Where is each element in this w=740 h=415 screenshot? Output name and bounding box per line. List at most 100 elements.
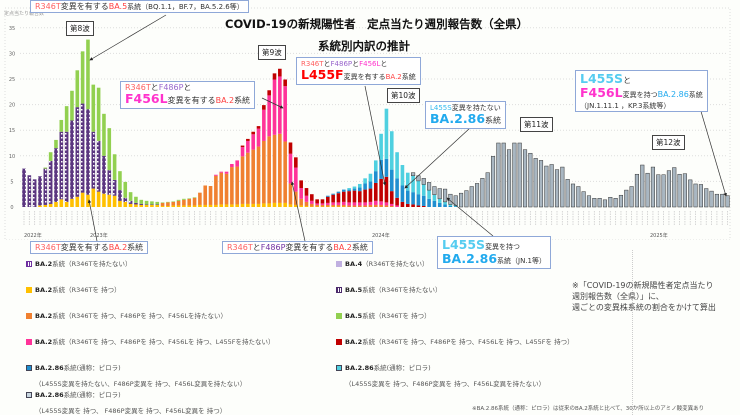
bar-segment	[38, 205, 42, 207]
bar-segment	[107, 128, 112, 171]
bar-segment	[59, 119, 64, 132]
y-tick-label: 0	[10, 205, 13, 211]
bar-segment	[278, 133, 282, 203]
bar-segment	[331, 193, 335, 195]
bar-segment	[246, 138, 250, 141]
bar-segment	[395, 152, 399, 179]
legend-item: BA.4（R346Tを持たない）	[336, 258, 429, 268]
bar-segment	[315, 199, 319, 204]
bar-segment	[416, 180, 421, 195]
bar-segment	[650, 166, 655, 208]
bar-segment	[597, 198, 602, 208]
bar-segment	[80, 103, 85, 193]
bar-segment	[672, 167, 677, 208]
bar-segment	[640, 164, 645, 208]
bar-segment	[262, 203, 266, 207]
y-tick-label: 20	[9, 103, 15, 109]
bar-segment	[310, 200, 314, 204]
annotation-line: L455F変異を有するBA.2系統	[301, 68, 416, 82]
legend-label: 系統（R346Tを 持つ）	[52, 286, 121, 294]
bar-segment	[272, 79, 277, 135]
annotation-callout: L455Sと F456L変異を持つBA.2.86系統 （JN.1.11.1 ，KP.…	[575, 70, 708, 112]
bar-segment	[43, 167, 48, 169]
bar-segment	[384, 205, 389, 207]
annotation-line: BA.2.86系統	[430, 112, 501, 126]
bar-segment	[704, 188, 709, 208]
bar-segment	[453, 195, 458, 206]
bar-segment	[613, 198, 618, 208]
bar-segment	[320, 204, 325, 207]
annotation-text: 系統	[127, 243, 144, 252]
annotation-text: BA.2	[333, 243, 352, 252]
bar-segment	[219, 172, 224, 205]
annotation-text: BA.2	[215, 96, 235, 106]
legend-strain: BA.2.86	[345, 364, 374, 372]
legend-item: BA.5系統（R346Tを持たない）	[336, 284, 442, 294]
annotation-line: R346T変異を有するBA.5系統（BQ.1.1，BF.7，BA.5.2.6等）	[35, 2, 244, 11]
legend-strain: BA.2	[345, 338, 363, 346]
legend-item: BA.2.86系統(通称：ピロラ) （L455S変異を持たない、F486P変異を …	[26, 362, 246, 388]
annotation-text: R346T	[35, 243, 61, 252]
wave-label-9: 第9波	[258, 45, 286, 60]
bar-segment	[240, 156, 245, 204]
bar-segment	[262, 109, 266, 141]
bar-segment	[272, 134, 277, 203]
annotation-line: F456L変異を有するBA.2系統	[125, 92, 250, 106]
bar-segment	[379, 178, 383, 202]
bar-segment	[320, 206, 325, 207]
bar-segment	[235, 204, 239, 207]
bar-segment	[64, 131, 69, 202]
bar-segment	[214, 174, 218, 176]
bar-segment	[80, 51, 85, 104]
bar-segment	[267, 90, 271, 96]
bar-segment	[411, 175, 415, 193]
bar-segment	[416, 175, 421, 182]
bar-segment	[267, 95, 271, 137]
bar-segment	[698, 184, 703, 208]
bar-segment	[634, 173, 640, 208]
bar-segment	[443, 188, 448, 203]
bar-segment	[475, 183, 480, 208]
legend-label: 系統（R346Tを 持つ、F486Pを 持つ、F456Lを 持つ、L455Fを持…	[52, 338, 275, 346]
bar-segment	[517, 142, 522, 208]
bar-segment	[182, 205, 186, 207]
bar-segment	[208, 186, 213, 205]
legend-item: BA.5系統（R346Tを 持つ）	[336, 310, 431, 320]
legend-swatch	[336, 313, 342, 319]
bar-segment	[102, 113, 106, 156]
bar-segment	[134, 196, 138, 203]
legend-strain: BA.5	[345, 286, 363, 294]
bar-segment	[347, 191, 351, 203]
bar-segment	[448, 193, 453, 205]
bar-segment	[368, 188, 373, 202]
note-line: 週別報告数（全県）」に、	[572, 291, 664, 301]
annotation-callout: R346T変異を有するBA.2系統	[30, 241, 149, 255]
bar-segment	[336, 191, 341, 194]
bar-segment	[75, 70, 80, 108]
legend-swatch	[26, 339, 32, 345]
bar-segment	[80, 192, 85, 207]
bar-segment	[490, 156, 496, 208]
annotation-line: R346TとF486PとF456Lと	[301, 59, 416, 68]
y-tick-label: 30	[9, 51, 15, 57]
year-label-2025: 2025年	[650, 233, 668, 239]
footnote: ※BA.2.86系統（通称：ピロラ）は従来のBA.2系統と比べて、30か所以上の…	[472, 406, 705, 412]
bar-segment	[709, 190, 714, 208]
bar-segment	[608, 197, 613, 208]
bar-segment	[352, 202, 357, 206]
bar-segment	[230, 163, 234, 168]
bar-segment	[299, 198, 303, 206]
bar-segment	[373, 171, 378, 183]
note-line: 週ごとの変異株系統の割合をかけて算出	[572, 302, 716, 312]
bar-segment	[384, 108, 389, 159]
bar-segment	[32, 179, 37, 207]
legend-label: 系統（R346Tを 持つ、F486Pを 持つ、F456Lを持たない）	[52, 312, 227, 320]
annotation-text: と	[352, 60, 360, 68]
bar-segment	[294, 157, 298, 168]
legend-strain: BA.2.86	[35, 391, 64, 399]
annotation-text: BA.2	[108, 243, 128, 252]
bar-segment	[501, 142, 506, 208]
bar-segment	[326, 206, 330, 207]
annotation-text: 変異を有する	[60, 243, 109, 252]
